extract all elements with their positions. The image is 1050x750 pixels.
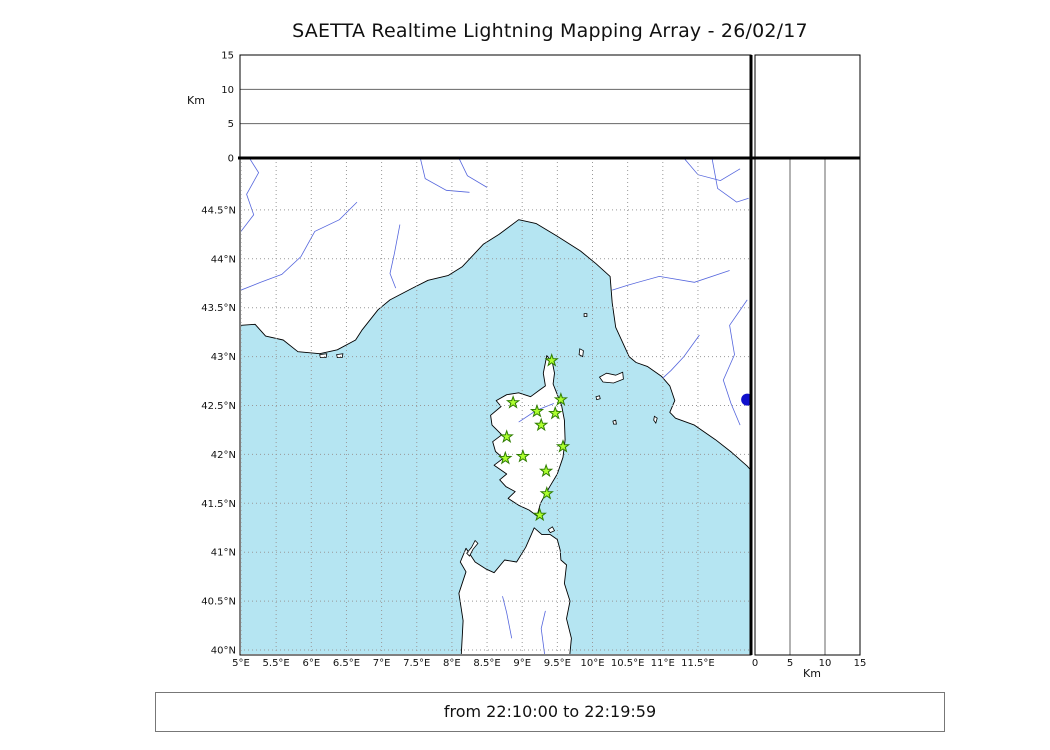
altitude-tick-label: 15 <box>221 51 234 62</box>
distance-tick-label: 10 <box>819 658 832 669</box>
altitude-tick-label: 10 <box>221 85 234 96</box>
rivers <box>241 159 749 654</box>
river-line <box>722 299 748 426</box>
top-right-panel-border <box>754 54 861 159</box>
lat-tick-label: 41°N <box>211 548 236 559</box>
island-coastline <box>466 539 479 557</box>
blue-circle-marker <box>741 393 750 406</box>
page-title: SAETTA Realtime Lightning Mapping Array … <box>292 20 808 42</box>
island-coastline <box>595 395 601 401</box>
lat-tick-label: 44°N <box>211 254 236 265</box>
map-gridlines <box>241 159 750 654</box>
station-star-marker <box>538 463 554 478</box>
station-star-marker <box>553 392 569 406</box>
river-line <box>502 596 513 639</box>
panel-gridlines <box>240 88 826 655</box>
station-star-marker <box>498 450 513 465</box>
lon-tick-label: 7°E <box>373 658 391 669</box>
island-coastline <box>336 353 344 358</box>
station-star-marker <box>532 507 547 522</box>
river-line <box>540 610 546 654</box>
station-star-marker <box>548 405 563 420</box>
distance-tick-label: 15 <box>854 658 867 669</box>
river-line <box>458 159 488 188</box>
lon-tick-label: 9.5°E <box>544 658 571 669</box>
lon-tick-label: 5.5°E <box>263 658 290 669</box>
right-panel-border <box>754 157 861 656</box>
river-line <box>684 159 741 182</box>
lat-tick-label: 43.5°N <box>201 303 236 314</box>
island-coastline <box>578 348 584 358</box>
river-line <box>662 334 700 379</box>
lon-tick-label: 11°E <box>651 658 675 669</box>
tick-labels: 5°E 5.5°E 6°E 6.5°E 7°E 7.5°E 8°E 8.5°E 9°E 9.5°E… <box>201 51 866 670</box>
island-coastline <box>547 526 556 534</box>
river-line <box>241 201 358 291</box>
lat-tick-label: 43°N <box>211 352 236 363</box>
corsica-coastline <box>490 355 566 517</box>
lon-tick-label: 5°E <box>232 658 250 669</box>
lon-tick-label: 10.5°E <box>611 658 645 669</box>
lat-tick-label: 41.5°N <box>201 499 236 510</box>
land-polygons <box>241 159 750 654</box>
lon-tick-label: 7.5°E <box>403 658 430 669</box>
river-line <box>389 224 401 289</box>
lon-tick-label: 8°E <box>443 658 461 669</box>
lat-tick-label: 40°N <box>211 646 236 657</box>
island-coastline <box>598 371 624 384</box>
river-line <box>241 159 260 232</box>
distance-axis-unit-label: Km <box>803 667 821 680</box>
river-line <box>711 159 749 203</box>
lon-tick-label: 6.5°E <box>333 658 360 669</box>
lon-tick-label: 8.5°E <box>473 658 500 669</box>
lat-tick-label: 40.5°N <box>201 597 236 608</box>
lon-tick-label: 6°E <box>302 658 320 669</box>
lon-tick-label: 10°E <box>580 658 604 669</box>
station-markers <box>498 352 750 522</box>
lon-tick-label: 11.5°E <box>681 658 715 669</box>
island-coastline <box>612 419 617 425</box>
distance-tick-label: 0 <box>752 658 758 669</box>
river-line <box>612 270 730 291</box>
island-coastline <box>583 313 588 317</box>
river-line <box>420 159 470 193</box>
lat-tick-label: 44.5°N <box>201 205 236 216</box>
station-star-marker <box>515 448 531 463</box>
station-star-marker <box>529 403 545 418</box>
altitude-axis-unit-label: Km <box>187 94 205 107</box>
altitude-panel-border <box>239 54 752 159</box>
lat-tick-label: 42.5°N <box>201 401 236 412</box>
lon-tick-label: 9°E <box>513 658 531 669</box>
station-star-marker <box>499 429 514 443</box>
altitude-tick-label: 0 <box>228 154 234 165</box>
altitude-tick-label: 5 <box>228 119 234 130</box>
station-star-marker <box>555 439 571 453</box>
map-panel <box>241 159 750 654</box>
lat-tick-label: 42°N <box>211 450 236 461</box>
station-star-marker <box>505 395 521 409</box>
continent-coastline <box>241 159 750 470</box>
station-star-marker <box>544 352 559 367</box>
time-window-status: from 22:10:00 to 22:19:59 <box>155 692 945 732</box>
distance-tick-label: 5 <box>787 658 793 669</box>
island-coastline <box>653 415 658 425</box>
station-star-marker <box>539 485 554 500</box>
station-star-marker <box>534 417 549 432</box>
